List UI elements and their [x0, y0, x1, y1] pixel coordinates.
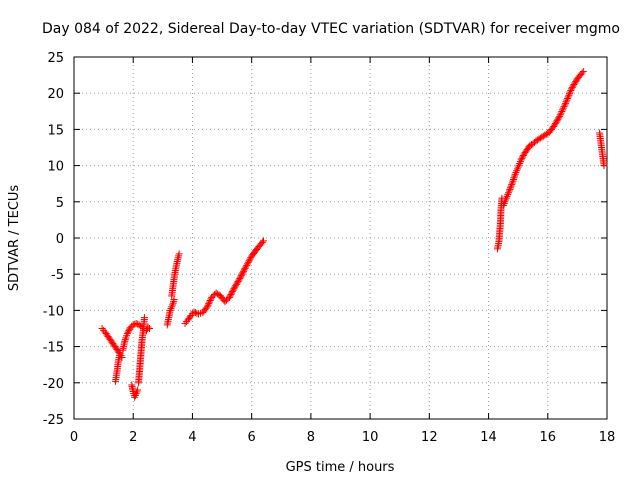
x-tick-label: 8: [307, 430, 315, 445]
data-point-series: [493, 194, 506, 253]
x-tick-label: 12: [421, 430, 438, 445]
data-point-series: [163, 296, 178, 329]
x-axis-label: GPS time / hours: [286, 460, 395, 475]
y-tick-label: 5: [56, 196, 64, 211]
data-point: [203, 295, 215, 311]
data-point: [502, 189, 513, 202]
data-point: [190, 308, 201, 317]
data-point: [230, 276, 243, 293]
data-point-series: [119, 319, 146, 354]
data-point: [221, 295, 232, 306]
data-point-series: [111, 350, 124, 385]
x-tick-label: 18: [599, 430, 616, 445]
data-point: [597, 140, 606, 157]
y-tick-label: -15: [43, 341, 64, 356]
data-point: [175, 250, 183, 258]
tick-layer: 0 2 4 6 8 10 12 14 16 18 -25 -20 -15 -10 -5 0 5 10 15 20 25: [43, 51, 616, 445]
data-point: [146, 325, 154, 332]
data-point: [181, 318, 191, 327]
data-point: [260, 237, 268, 245]
data-layer: [98, 67, 608, 401]
data-point-series: [135, 314, 148, 387]
data-point: [562, 86, 575, 107]
data-point: [599, 151, 608, 168]
data-point-series: [596, 129, 608, 170]
data-point: [579, 67, 587, 75]
data-point: [138, 326, 147, 343]
data-point: [511, 165, 521, 178]
data-point: [132, 319, 142, 328]
data-point: [499, 196, 510, 209]
data-point: [596, 129, 605, 146]
data-point: [225, 286, 237, 301]
data-point: [169, 272, 178, 289]
data-point: [135, 366, 144, 387]
x-tick-label: 10: [362, 430, 379, 445]
data-point: [495, 221, 504, 246]
chart-title: Day 084 of 2022, Sidereal Day-to-day VTE…: [42, 21, 620, 37]
data-point-series: [143, 323, 154, 335]
data-point: [254, 238, 266, 252]
data-point-series: [499, 67, 587, 209]
data-point: [242, 254, 255, 271]
data-point: [573, 69, 586, 83]
data-point: [166, 305, 175, 314]
data-point: [123, 328, 132, 338]
data-point: [508, 172, 519, 187]
data-point-series: [181, 237, 268, 327]
plot-frame: [73, 56, 608, 420]
grid-layer: [74, 57, 607, 419]
y-tick-label: -5: [51, 268, 64, 283]
y-tick-label: 20: [47, 87, 64, 102]
y-tick-label: -25: [43, 413, 64, 428]
data-point: [505, 181, 516, 195]
data-point: [517, 151, 527, 164]
data-point: [556, 101, 569, 120]
data-point-series: [168, 250, 183, 300]
data-point: [550, 114, 563, 131]
x-tick-label: 0: [70, 430, 78, 445]
data-point: [165, 308, 174, 322]
data-point: [137, 337, 146, 358]
y-tick-label: -10: [43, 304, 64, 319]
y-axis-label: SDTVAR / TECUs: [7, 185, 22, 292]
data-point: [514, 158, 524, 171]
data-point: [170, 296, 178, 304]
data-point: [131, 391, 139, 401]
data-point: [236, 264, 249, 283]
data-point: [144, 323, 152, 331]
data-point: [520, 147, 530, 158]
y-tick-label: 10: [47, 160, 64, 175]
data-point: [567, 76, 581, 93]
y-tick-label: 0: [56, 232, 64, 247]
y-tick-label: 15: [47, 123, 64, 138]
y-tick-label: 25: [47, 51, 64, 66]
data-point: [113, 359, 122, 376]
data-point: [168, 301, 176, 311]
data-point: [199, 304, 210, 317]
y-tick-label: -20: [43, 377, 64, 392]
x-tick-label: 16: [540, 430, 557, 445]
data-point: [600, 162, 608, 170]
x-tick-label: 6: [248, 430, 256, 445]
x-tick-label: 2: [129, 430, 137, 445]
data-point: [136, 351, 145, 372]
x-tick-label: 4: [188, 430, 196, 445]
data-point: [116, 350, 124, 358]
data-point-series: [128, 381, 142, 401]
data-point: [125, 325, 134, 335]
data-point: [134, 386, 142, 394]
x-tick-label: 14: [480, 430, 497, 445]
data-point: [140, 314, 148, 322]
data-point: [132, 388, 141, 398]
data-point: [168, 283, 177, 300]
